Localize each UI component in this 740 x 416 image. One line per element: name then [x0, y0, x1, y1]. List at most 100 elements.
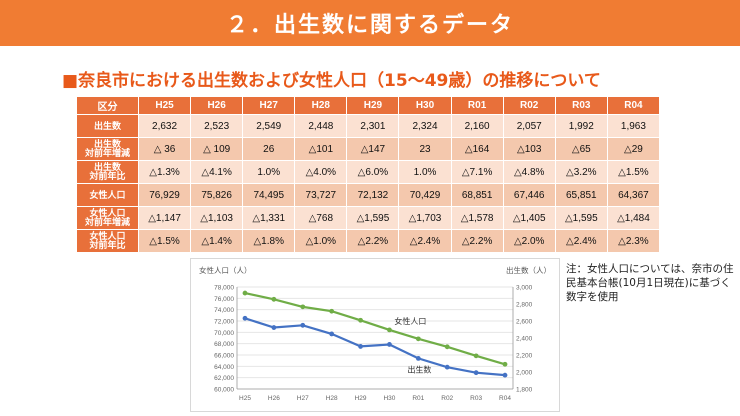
data-point: [329, 308, 335, 314]
right-tick-label: 2,600: [516, 319, 533, 326]
year-header-H27: H27: [242, 96, 296, 115]
data-point: [358, 344, 363, 349]
table-cell: △29: [606, 137, 661, 161]
table-cell: 1.0%: [242, 160, 296, 184]
year-header-H29: H29: [346, 96, 400, 115]
table-cell: 1.0%: [398, 160, 452, 184]
table-cell: △101: [294, 137, 348, 161]
table-row: 女性人口 対前年増減 △1,147 △1,103 △1,331 △768 △1,595 △1,…: [76, 206, 661, 230]
table-cell: 26: [242, 137, 296, 161]
table-cell: △1,103: [190, 206, 244, 230]
table-row: 出生数 対前年比 △1.3% △4.1% 1.0% △4.0% △6.0% 1.0% △7.1%…: [76, 160, 661, 184]
x-tick-label: R03: [470, 395, 482, 402]
table-cell: △2.2%: [450, 229, 504, 253]
x-tick-label: R04: [499, 395, 511, 402]
table-cell: △ 109: [190, 137, 244, 161]
left-tick-label: 74,000: [214, 307, 234, 314]
table-cell: 2,324: [398, 114, 452, 138]
data-point: [242, 315, 248, 321]
table-cell: △4.1%: [190, 160, 244, 184]
table-row: 女性人口 対前年比 △1.5% △1.4% △1.8% △1.0% △2.2% △2.4% △2…: [76, 229, 661, 253]
table-cell: 65,851: [554, 183, 608, 207]
table-cell: 72,132: [346, 183, 400, 207]
series-line-left: [244, 292, 506, 366]
row-label: 出生数: [76, 114, 139, 138]
table-cell: △7.1%: [450, 160, 504, 184]
table-cell: △2.0%: [502, 229, 556, 253]
table-cell: 76,929: [137, 183, 192, 207]
table-cell: △1,405: [502, 206, 556, 230]
year-header-H30: H30: [398, 96, 452, 115]
table-cell: 2,160: [450, 114, 504, 138]
x-tick-label: H25: [239, 395, 251, 402]
table-cell: △103: [502, 137, 556, 161]
table-cell: △6.0%: [346, 160, 400, 184]
table-cell: △1,331: [242, 206, 296, 230]
right-tick-label: 2,400: [516, 336, 533, 343]
x-tick-label: H28: [326, 395, 338, 402]
row-label: 女性人口: [76, 183, 139, 207]
table-cell: △4.0%: [294, 160, 348, 184]
data-point: [473, 353, 479, 359]
data-point: [358, 317, 363, 323]
table-cell: △2.4%: [554, 229, 608, 253]
right-tick-label: 2,800: [516, 302, 533, 309]
data-point: [300, 304, 306, 310]
trend-chart: 60,000 62,000 64,000 66,000 68,000 70,000 72,0…: [190, 258, 560, 412]
table-cell: △2.3%: [606, 229, 661, 253]
footnote: 注：女性人口については、奈市の住民基本台帳(10月1日現在)に基づく数字を使用: [566, 263, 734, 303]
left-tick-label: 64,000: [214, 364, 234, 371]
x-tick-label: H26: [268, 395, 280, 402]
table-cell: △1,147: [137, 206, 192, 230]
year-header-H28: H28: [294, 96, 348, 115]
year-header-R04: R04: [606, 96, 661, 115]
table-cell: △1.5%: [137, 229, 192, 253]
table-cell: △1.0%: [294, 229, 348, 253]
data-point: [300, 322, 306, 328]
table-corner-cell: 区分: [76, 96, 139, 115]
left-tick-label: 68,000: [214, 341, 234, 348]
table-header-row: 区分 H25 H26 H27 H28 H29 H30 R01 R02 R03 R04: [76, 96, 661, 115]
x-tick-label: R02: [441, 395, 453, 402]
table-cell: △1,595: [554, 206, 608, 230]
table-cell: 2,301: [346, 114, 400, 138]
table-cell: △1.5%: [606, 160, 661, 184]
data-point: [502, 361, 508, 367]
x-tick-label: H27: [297, 395, 309, 402]
table-cell: 70,429: [398, 183, 452, 207]
table-row: 出生数 2,632 2,523 2,549 2,448 2,301 2,324 2,160 2,…: [76, 114, 661, 138]
row-label: 出生数 対前年比: [76, 160, 139, 184]
row-label: 出生数 対前年増減: [76, 137, 139, 161]
table-cell: △1.4%: [190, 229, 244, 253]
square-bullet-icon: ■: [62, 71, 79, 91]
data-point: [415, 336, 421, 342]
series-line-right: [244, 317, 506, 377]
year-header-H25: H25: [137, 96, 192, 115]
row-label: 女性人口 対前年比: [76, 229, 139, 253]
table-cell: 2,549: [242, 114, 296, 138]
table-cell: △3.2%: [554, 160, 608, 184]
table-cell: △2.2%: [346, 229, 400, 253]
table-cell: 1,992: [554, 114, 608, 138]
section-subtitle: ■奈良市における出生数および女性人口（15～49歳）の推移について: [62, 66, 601, 91]
table-cell: △1,595: [346, 206, 400, 230]
right-tick-label: 3,000: [516, 285, 533, 292]
left-tick-label: 76,000: [214, 296, 234, 303]
table-cell: 68,851: [450, 183, 504, 207]
left-axis-title: 女性人口（人）: [199, 265, 252, 275]
table-cell: △164: [450, 137, 504, 161]
table-cell: △768: [294, 206, 348, 230]
year-header-R01: R01: [450, 96, 504, 115]
data-point: [271, 296, 277, 302]
table-cell: 23: [398, 137, 452, 161]
table-cell: 75,826: [190, 183, 244, 207]
page-banner: ２．出生数に関するデータ: [0, 0, 740, 46]
row-label: 女性人口 対前年増減: [76, 206, 139, 230]
table-cell: 1,963: [606, 114, 661, 138]
table-cell: △1.3%: [137, 160, 192, 184]
right-axis-title: 出生数（人）: [506, 265, 551, 275]
subtitle-text: 奈良市における出生数および女性人口（15～49歳）の推移について: [78, 71, 601, 91]
series-label-female-population: 女性人口: [394, 316, 426, 326]
right-tick-label: 1,800: [516, 387, 533, 394]
data-point: [473, 370, 479, 376]
